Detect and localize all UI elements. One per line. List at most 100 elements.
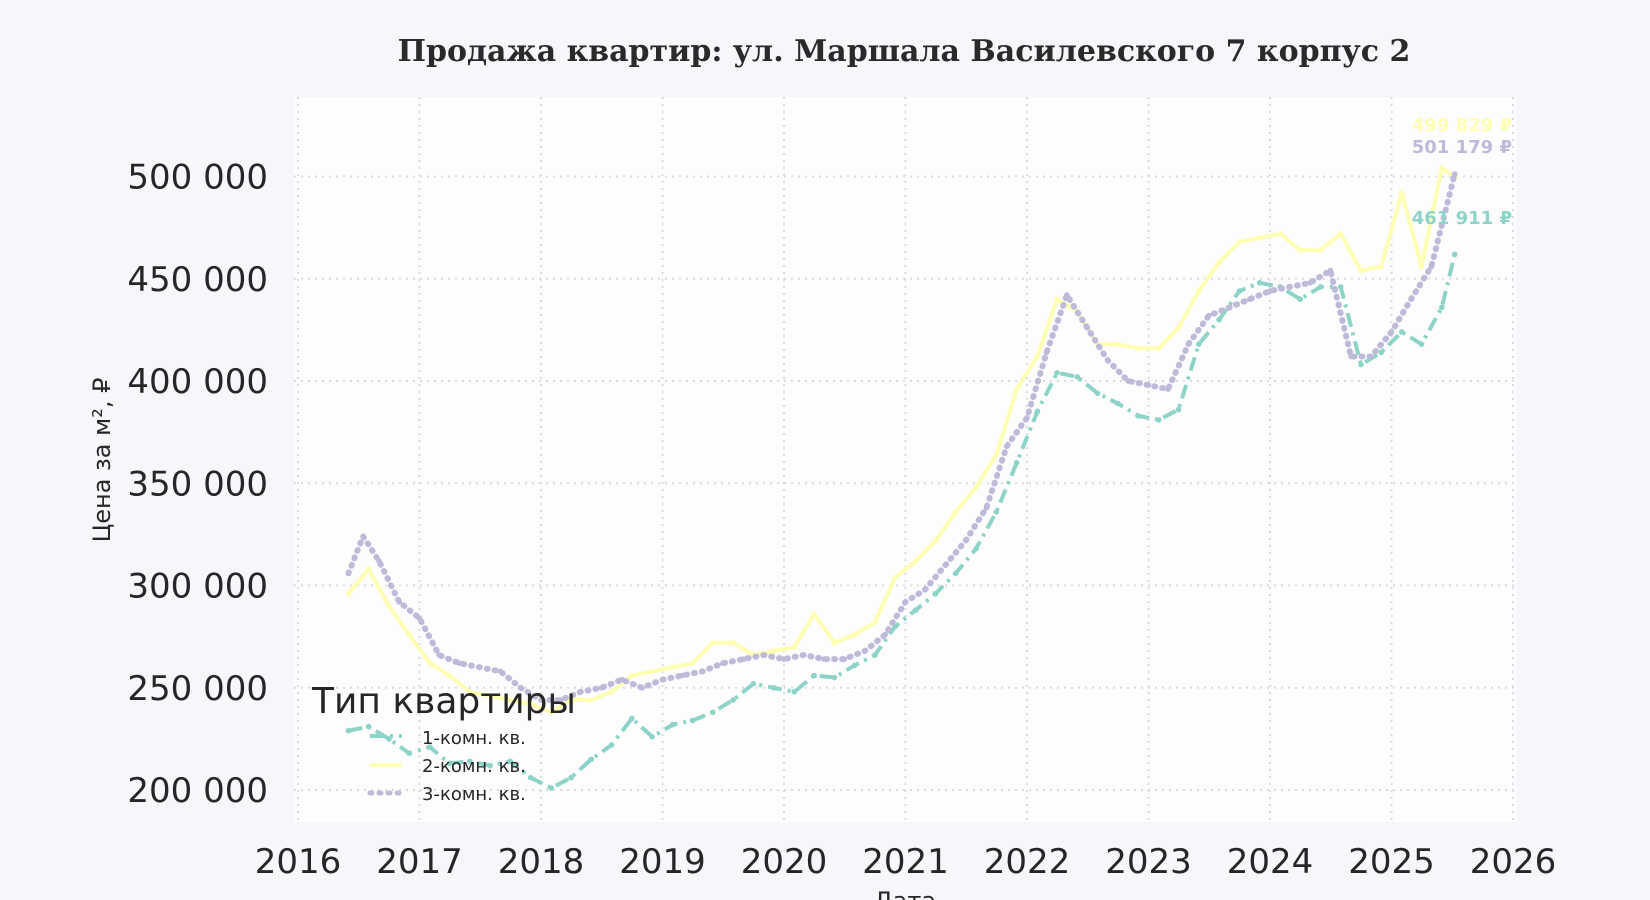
series-point-2: [1034, 353, 1041, 360]
series-point-2: [649, 668, 655, 675]
legend-label-1: 1-комн. кв.: [422, 728, 526, 749]
series-point-1: [1156, 417, 1162, 423]
x-tick-label: 2019: [619, 842, 706, 882]
series-point-3: [1287, 284, 1293, 290]
series-point-2: [1236, 239, 1243, 245]
series-point-3: [360, 533, 366, 540]
series-point-2: [689, 660, 696, 666]
x-axis-ticks: 2016 2017 2018 2019 2020 2021 2022 2023 2024 2025…: [255, 842, 1557, 882]
series-point-1: [770, 685, 777, 691]
series-point-2: [1196, 288, 1202, 294]
series-point-3: [1408, 296, 1414, 303]
series-point-1: [1034, 408, 1041, 415]
series-point-2: [1175, 325, 1182, 331]
y-tick-label: 500 000: [127, 158, 268, 198]
legend-title: Тип квартиры: [311, 681, 576, 722]
series-point-2: [872, 619, 878, 626]
series-point-1: [913, 607, 919, 613]
series-point-1: [1317, 284, 1324, 290]
series-point-1: [872, 652, 878, 658]
series-point-2: [1135, 345, 1141, 352]
series-point-1: [1297, 296, 1303, 303]
series-point-2: [831, 640, 838, 646]
series-point-3: [699, 668, 706, 675]
series-point-3: [841, 656, 848, 662]
series-point-2: [1054, 296, 1060, 303]
series-point-1: [548, 785, 555, 791]
series-point-1: [993, 509, 1000, 515]
series-point-3: [497, 668, 504, 675]
series-point-2: [527, 701, 534, 707]
series-point-2: [1216, 259, 1222, 266]
series-point-3: [659, 676, 666, 683]
legend-label-3: 3-комн. кв.: [422, 784, 526, 805]
series-point-1: [629, 715, 635, 722]
series-point-1: [406, 750, 413, 756]
series-line-3: [345, 171, 1458, 703]
y-tick-label: 200 000: [127, 771, 268, 811]
series-point-3: [1165, 386, 1171, 393]
series-point-2: [1297, 247, 1303, 253]
series-point-2: [406, 631, 413, 638]
series-point-2: [568, 697, 574, 703]
series-point-1: [932, 590, 939, 597]
series-point-3: [1003, 443, 1010, 450]
series-point-1: [730, 697, 736, 703]
series-point-2: [1277, 231, 1284, 237]
series-point-3: [517, 685, 524, 691]
series-point-1: [831, 674, 838, 681]
y-tick-label: 250 000: [127, 669, 268, 709]
series-point-1: [670, 721, 676, 728]
series-point-2: [1378, 263, 1384, 270]
series-point-2: [1317, 247, 1324, 253]
series-point-1: [1054, 370, 1060, 376]
series-point-2: [629, 672, 635, 679]
series-point-2: [1399, 190, 1405, 196]
series-point-3: [639, 685, 645, 691]
series-point-3: [902, 599, 909, 605]
series-point-1: [487, 762, 493, 769]
end-label-1: 461 911 ₽: [1412, 208, 1512, 229]
series-point-3: [477, 664, 483, 671]
series-point-3: [578, 689, 584, 695]
series-point-2: [386, 603, 392, 609]
chart-title: Продажа квартир: ул. Маршала Василевског…: [398, 34, 1411, 69]
series-point-2: [467, 689, 473, 695]
series-point-3: [1428, 263, 1435, 270]
x-tick-label: 2018: [498, 842, 585, 882]
series-point-1: [1175, 406, 1182, 413]
series-point-3: [679, 672, 685, 679]
series-point-3: [801, 652, 807, 658]
series-line-2: [346, 166, 1456, 715]
end-labels: 461 911 ₽ 499 829 ₽501 179 ₽: [1412, 115, 1512, 229]
series-point-1: [973, 545, 979, 552]
series-point-3: [720, 660, 726, 666]
series-point-1: [1115, 400, 1121, 407]
series-layer: [345, 165, 1458, 791]
grid-layer: [294, 97, 1516, 822]
series-point-2: [851, 631, 858, 638]
series-point-3: [942, 562, 949, 568]
series-point-2: [1256, 235, 1263, 241]
series-point-1: [467, 758, 473, 765]
series-point-3: [345, 570, 352, 576]
y-axis-ticks: 200 000 250 000 300 000 350 000 400 000 450 0…: [127, 158, 268, 812]
series-point-3: [436, 652, 442, 658]
series-point-3: [416, 615, 423, 621]
series-point-1: [649, 734, 655, 740]
series-point-1: [791, 689, 798, 695]
series-point-3: [456, 660, 463, 666]
x-tick-label: 2016: [255, 842, 342, 882]
series-point-2: [973, 484, 979, 491]
series-point-1: [527, 774, 534, 781]
y-tick-label: 350 000: [127, 464, 268, 504]
series-point-1: [1094, 390, 1101, 397]
series-point-2: [670, 664, 676, 671]
series-point-2: [446, 672, 453, 679]
series-point-3: [1246, 296, 1253, 303]
series-point-1: [1236, 288, 1243, 294]
series-point-2: [365, 566, 372, 572]
series-point-3: [922, 586, 928, 593]
